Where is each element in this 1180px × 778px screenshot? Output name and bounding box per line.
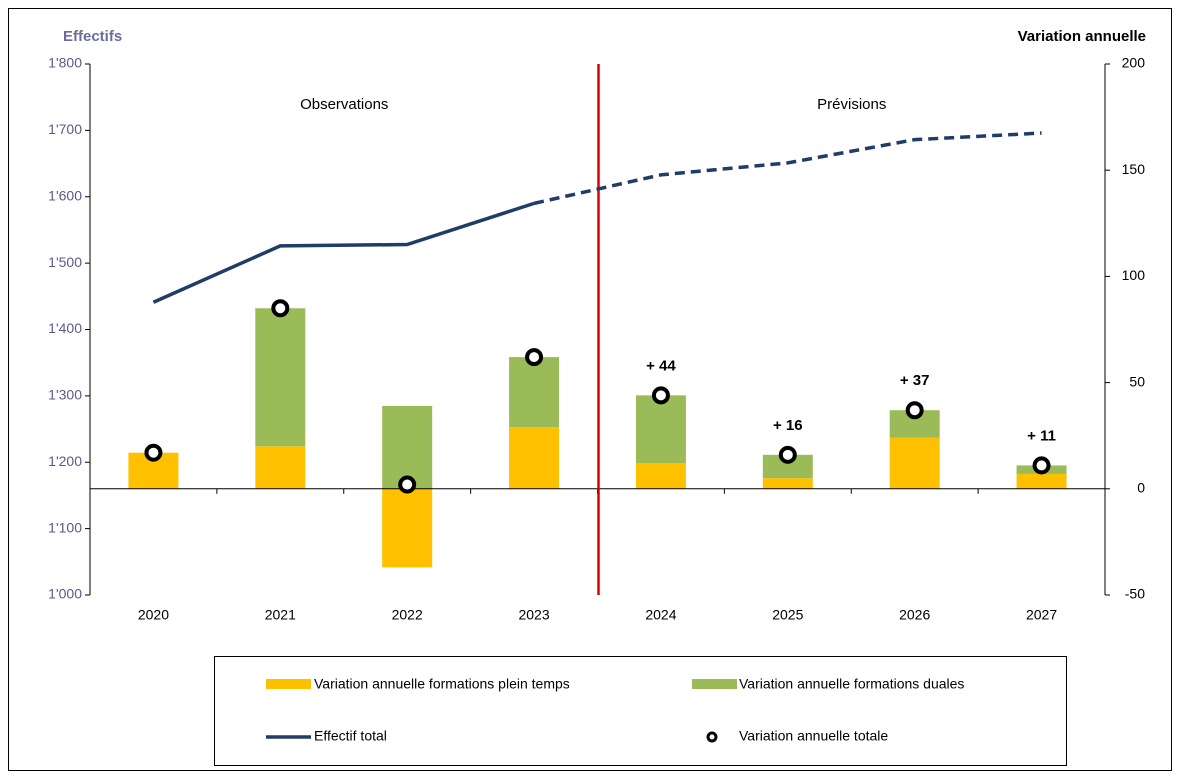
y2-tick-label: -50: [1125, 586, 1145, 602]
total-marker: [905, 401, 924, 420]
bar: [635, 463, 686, 489]
annotation: Prévisions: [817, 96, 886, 113]
bar: [382, 488, 433, 568]
bar: [382, 405, 433, 489]
data-label: + 16: [773, 417, 803, 434]
y2-tick-label: 150: [1122, 161, 1146, 177]
total-marker: [144, 443, 163, 462]
y2-tick-label: 0: [1137, 480, 1145, 496]
bar: [255, 446, 306, 489]
legend-swatch: [692, 679, 737, 689]
y-tick-label: 1'000: [48, 586, 82, 602]
y-tick-label: 1'700: [48, 121, 82, 137]
bar: [1016, 473, 1067, 489]
bar: [255, 308, 306, 447]
y-tick-label: 1'600: [48, 187, 82, 203]
data-label: + 44: [646, 357, 676, 374]
y-tick-label: 1'500: [48, 254, 82, 270]
bar: [635, 395, 686, 464]
bar: [509, 357, 560, 428]
legend: [214, 656, 1067, 766]
x-tick-label: 2021: [265, 607, 296, 623]
y2-axis-label: Variation annuelle: [1018, 28, 1146, 45]
y-tick-label: 1'100: [48, 519, 82, 535]
bar: [762, 454, 813, 479]
frame: [8, 8, 1172, 771]
x-tick-label: 2025: [772, 607, 803, 623]
legend-swatch: [706, 731, 718, 743]
total-marker: [271, 299, 290, 318]
legend-label: Variation annuelle formations plein temp…: [314, 676, 570, 692]
data-label: + 37: [900, 372, 930, 389]
x-tick-label: 2024: [645, 607, 676, 623]
y2-tick-label: 200: [1122, 55, 1146, 71]
bar: [509, 427, 560, 489]
total-marker: [778, 445, 797, 464]
legend-swatch: [266, 679, 311, 689]
line-series: [152, 201, 535, 304]
x-tick-label: 2022: [392, 607, 423, 623]
data-label: + 11: [1027, 427, 1056, 444]
x-tick-label: 2023: [518, 607, 549, 623]
x-tick-label: 2027: [1026, 607, 1057, 623]
total-marker: [1032, 456, 1051, 475]
y2-tick-label: 100: [1122, 267, 1146, 283]
line-series: [533, 131, 1042, 206]
bar: [889, 437, 940, 489]
y2-tick-label: 50: [1129, 373, 1145, 389]
total-marker: [651, 386, 670, 405]
total-marker: [398, 475, 417, 494]
legend-label: Variation annuelle formations duales: [739, 676, 964, 692]
y-tick-label: 1'200: [48, 453, 82, 469]
y-tick-label: 1'400: [48, 320, 82, 336]
legend-label: Effectif total: [314, 728, 387, 744]
legend-label: Variation annuelle totale: [739, 728, 888, 744]
y-tick-label: 1'800: [48, 55, 82, 71]
y-axis-label: Effectifs: [63, 28, 122, 45]
total-marker: [525, 348, 544, 367]
x-tick-label: 2026: [899, 607, 930, 623]
x-tick-label: 2020: [138, 607, 169, 623]
y-tick-label: 1'300: [48, 387, 82, 403]
bar: [762, 478, 813, 489]
annotation: Observations: [300, 96, 388, 113]
